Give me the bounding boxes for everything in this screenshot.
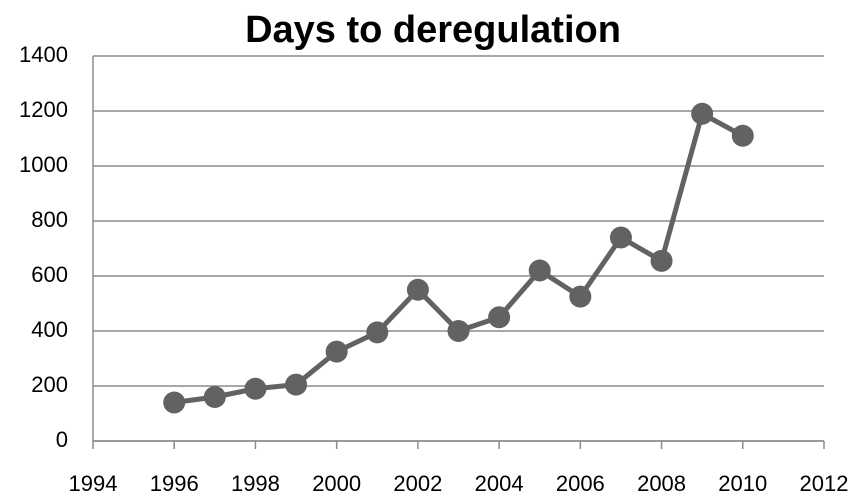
x-tick-label: 2010 xyxy=(718,471,767,495)
chart-title: Days to deregulation xyxy=(245,9,621,51)
y-tick-label: 1400 xyxy=(19,42,68,67)
x-tick-label: 2006 xyxy=(556,471,605,495)
marker xyxy=(163,391,186,414)
x-tick-label: 2008 xyxy=(637,471,686,495)
y-tick-label: 400 xyxy=(31,317,68,342)
marker xyxy=(528,259,551,282)
x-tick-label: 1996 xyxy=(150,471,199,495)
marker xyxy=(244,377,267,400)
marker xyxy=(609,226,632,249)
y-tick-label: 600 xyxy=(31,262,68,287)
marker xyxy=(731,124,754,147)
y-tick-label: 0 xyxy=(56,427,68,452)
marker xyxy=(447,320,470,342)
y-tick-label: 200 xyxy=(31,372,68,397)
y-tick-label: 1000 xyxy=(19,152,68,177)
marker xyxy=(366,321,389,344)
marker xyxy=(569,285,592,308)
marker xyxy=(285,373,308,396)
marker xyxy=(650,249,673,272)
x-tick-label: 1998 xyxy=(231,471,280,495)
y-tick-label: 1200 xyxy=(19,97,68,122)
x-tick-label: 1994 xyxy=(69,471,118,495)
marker xyxy=(691,102,714,125)
marker xyxy=(488,306,511,329)
marker xyxy=(203,386,226,408)
x-tick-label: 2002 xyxy=(393,471,442,495)
x-tick-label: 2012 xyxy=(800,471,849,495)
x-tick-label: 2004 xyxy=(475,471,524,495)
y-tick-label: 800 xyxy=(31,207,68,232)
x-tick-label: 2000 xyxy=(312,471,361,495)
marker xyxy=(406,278,429,301)
marker xyxy=(325,340,348,363)
